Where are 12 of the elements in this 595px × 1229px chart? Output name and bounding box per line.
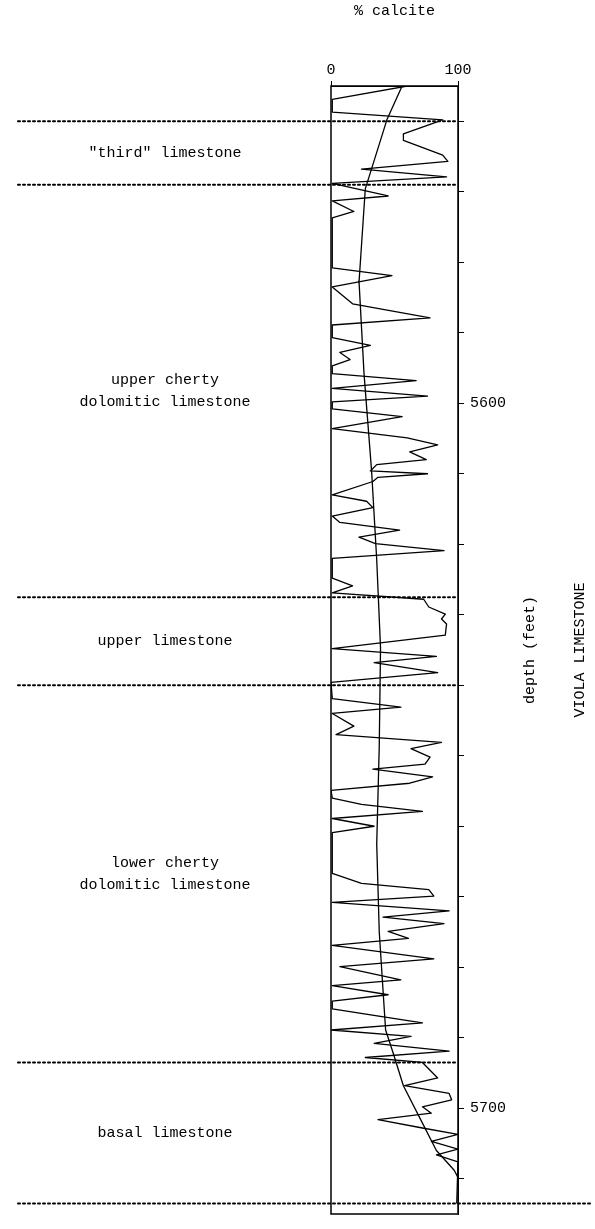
text: "third" limestone <box>88 144 242 162</box>
x-axis-title: % calcite <box>353 2 436 20</box>
y-tick-label: 5700 <box>470 1100 507 1118</box>
y-axis-title: depth (feet) <box>521 595 539 705</box>
text: VIOLA LIMESTONE <box>571 582 589 718</box>
text: upper limestone <box>97 633 233 651</box>
text: lower cherty dolomitic limestone <box>79 854 251 894</box>
y-tick-label: 5600 <box>470 395 507 413</box>
text: basal limestone <box>97 1124 233 1142</box>
x-tick-label: 100 <box>444 61 472 79</box>
text: upper cherty dolomitic limestone <box>79 371 251 411</box>
x-tick-label: 0 <box>326 61 336 79</box>
